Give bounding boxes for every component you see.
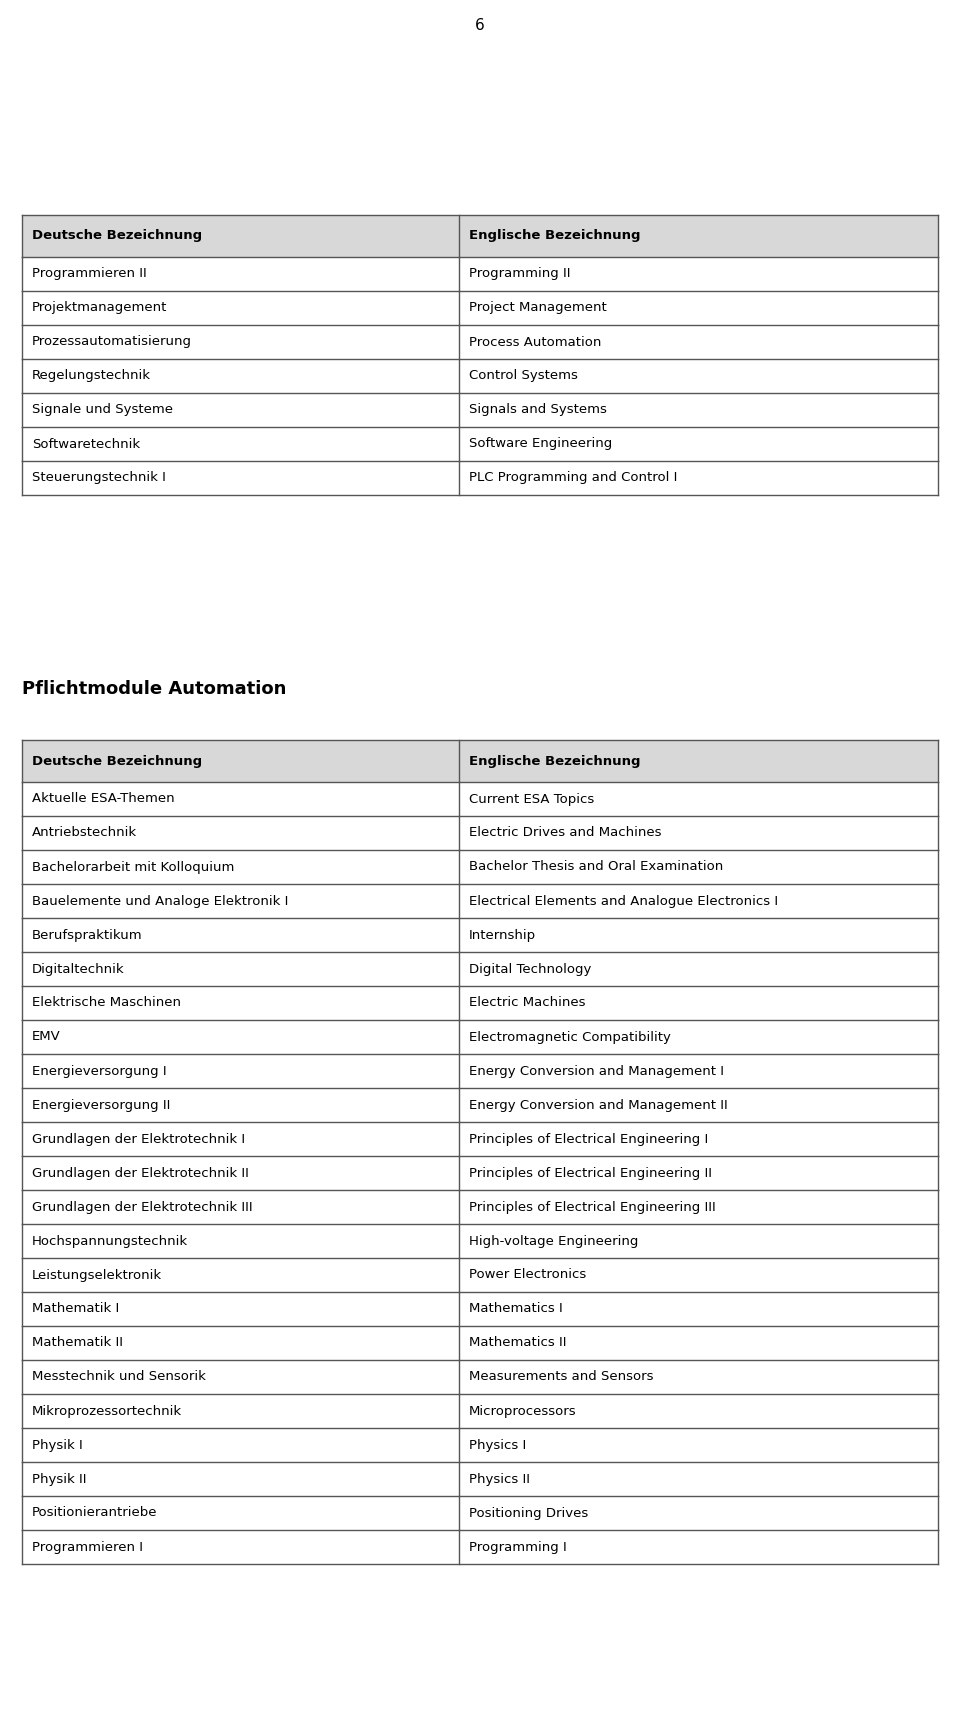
Text: Programming II: Programming II xyxy=(468,267,570,281)
Text: Deutsche Bezeichnung: Deutsche Bezeichnung xyxy=(32,754,203,767)
Text: Signals and Systems: Signals and Systems xyxy=(468,404,607,416)
Text: Programmieren I: Programmieren I xyxy=(32,1540,143,1554)
Text: 6: 6 xyxy=(475,19,485,33)
Text: Control Systems: Control Systems xyxy=(468,370,578,382)
Text: Grundlagen der Elektrotechnik III: Grundlagen der Elektrotechnik III xyxy=(32,1201,252,1213)
Text: Mathematics I: Mathematics I xyxy=(468,1302,563,1316)
Text: Regelungstechnik: Regelungstechnik xyxy=(32,370,151,382)
Text: Bachelor Thesis and Oral Examination: Bachelor Thesis and Oral Examination xyxy=(468,860,723,874)
Text: Messtechnik und Sensorik: Messtechnik und Sensorik xyxy=(32,1370,205,1384)
Text: Energy Conversion and Management I: Energy Conversion and Management I xyxy=(468,1064,724,1077)
Text: EMV: EMV xyxy=(32,1031,60,1043)
Text: Microprocessors: Microprocessors xyxy=(468,1405,577,1417)
Text: Electromagnetic Compatibility: Electromagnetic Compatibility xyxy=(468,1031,671,1043)
Text: Mathematik II: Mathematik II xyxy=(32,1336,123,1350)
Text: Antriebstechnik: Antriebstechnik xyxy=(32,826,137,839)
Text: Electrical Elements and Analogue Electronics I: Electrical Elements and Analogue Electro… xyxy=(468,894,778,908)
Text: Mikroprozessortechnik: Mikroprozessortechnik xyxy=(32,1405,182,1417)
Text: Energieversorgung I: Energieversorgung I xyxy=(32,1064,167,1077)
Text: Physik I: Physik I xyxy=(32,1439,83,1451)
Text: Aktuelle ESA-Themen: Aktuelle ESA-Themen xyxy=(32,793,175,805)
Text: Project Management: Project Management xyxy=(468,301,607,315)
Text: Physik II: Physik II xyxy=(32,1473,86,1485)
Text: Softwaretechnik: Softwaretechnik xyxy=(32,437,140,451)
Text: Englische Bezeichnung: Englische Bezeichnung xyxy=(468,754,640,767)
Text: Current ESA Topics: Current ESA Topics xyxy=(468,793,594,805)
Text: Principles of Electrical Engineering II: Principles of Electrical Engineering II xyxy=(468,1167,712,1180)
Text: Internship: Internship xyxy=(468,928,536,942)
Text: Principles of Electrical Engineering III: Principles of Electrical Engineering III xyxy=(468,1201,716,1213)
Text: Prozessautomatisierung: Prozessautomatisierung xyxy=(32,336,192,348)
Text: Programmieren II: Programmieren II xyxy=(32,267,147,281)
Text: Electric Drives and Machines: Electric Drives and Machines xyxy=(468,826,661,839)
Text: Physics II: Physics II xyxy=(468,1473,530,1485)
Bar xyxy=(22,740,938,783)
Text: Projektmanagement: Projektmanagement xyxy=(32,301,167,315)
Text: Measurements and Sensors: Measurements and Sensors xyxy=(468,1370,654,1384)
Text: Physics I: Physics I xyxy=(468,1439,526,1451)
Text: Deutsche Bezeichnung: Deutsche Bezeichnung xyxy=(32,230,203,243)
Text: Bauelemente und Analoge Elektronik I: Bauelemente und Analoge Elektronik I xyxy=(32,894,288,908)
Text: Process Automation: Process Automation xyxy=(468,336,601,348)
Text: Grundlagen der Elektrotechnik II: Grundlagen der Elektrotechnik II xyxy=(32,1167,249,1180)
Text: Steuerungstechnik I: Steuerungstechnik I xyxy=(32,471,166,485)
Text: Leistungselektronik: Leistungselektronik xyxy=(32,1269,162,1281)
Text: Software Engineering: Software Engineering xyxy=(468,437,612,451)
Text: Mathematik I: Mathematik I xyxy=(32,1302,119,1316)
Text: Energieversorgung II: Energieversorgung II xyxy=(32,1098,170,1112)
Text: Bachelorarbeit mit Kolloquium: Bachelorarbeit mit Kolloquium xyxy=(32,860,234,874)
Text: Englische Bezeichnung: Englische Bezeichnung xyxy=(468,230,640,243)
Text: Berufspraktikum: Berufspraktikum xyxy=(32,928,143,942)
Text: Grundlagen der Elektrotechnik I: Grundlagen der Elektrotechnik I xyxy=(32,1132,245,1146)
Text: Elektrische Maschinen: Elektrische Maschinen xyxy=(32,997,181,1009)
Text: Mathematics II: Mathematics II xyxy=(468,1336,566,1350)
Text: Positioning Drives: Positioning Drives xyxy=(468,1506,588,1519)
Text: Positionierantriebe: Positionierantriebe xyxy=(32,1506,157,1519)
Bar xyxy=(22,216,938,257)
Text: Electric Machines: Electric Machines xyxy=(468,997,586,1009)
Text: High-voltage Engineering: High-voltage Engineering xyxy=(468,1235,638,1247)
Text: Pflichtmodule Automation: Pflichtmodule Automation xyxy=(22,680,286,697)
Text: Digitaltechnik: Digitaltechnik xyxy=(32,963,125,975)
Text: Signale und Systeme: Signale und Systeme xyxy=(32,404,173,416)
Text: Programming I: Programming I xyxy=(468,1540,566,1554)
Text: Energy Conversion and Management II: Energy Conversion and Management II xyxy=(468,1098,728,1112)
Text: PLC Programming and Control I: PLC Programming and Control I xyxy=(468,471,678,485)
Text: Power Electronics: Power Electronics xyxy=(468,1269,587,1281)
Text: Digital Technology: Digital Technology xyxy=(468,963,591,975)
Text: Hochspannungstechnik: Hochspannungstechnik xyxy=(32,1235,188,1247)
Text: Principles of Electrical Engineering I: Principles of Electrical Engineering I xyxy=(468,1132,708,1146)
